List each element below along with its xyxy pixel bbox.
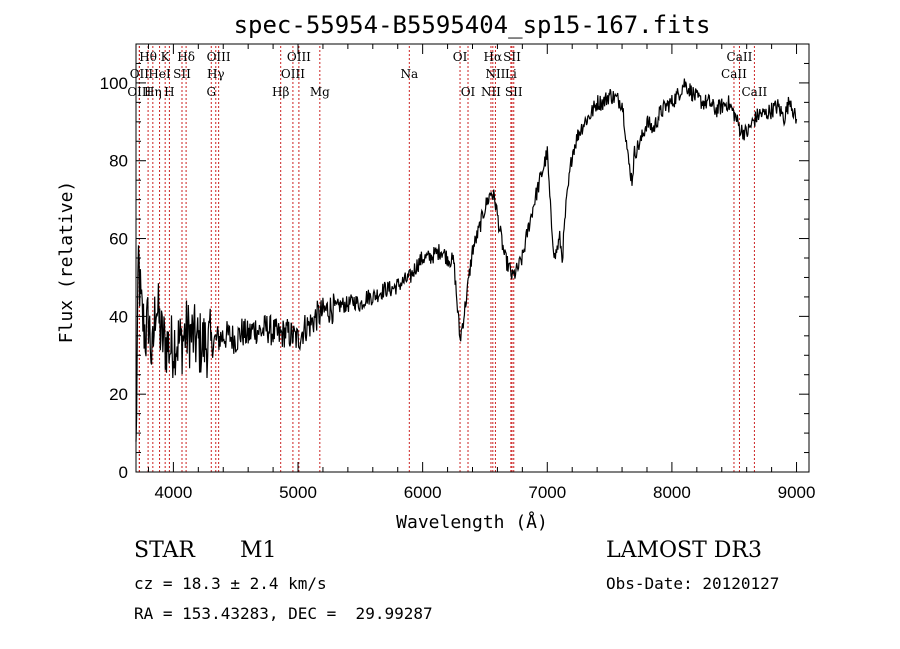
spectral-line-label: Mg — [310, 85, 330, 99]
plot-frame — [135, 43, 810, 473]
chart-title: spec-55954-B5595404_sp15-167.fits — [234, 11, 711, 39]
y-tick-label: 0 — [119, 463, 128, 482]
x-tick-label: 6000 — [404, 483, 442, 502]
spectral-line-label: SII — [505, 85, 523, 99]
spectral-line-label: OI — [461, 85, 476, 99]
x-tick-label: 5000 — [279, 483, 317, 502]
spectral-line-label: H — [164, 85, 174, 99]
survey-name: LAMOST DR3 — [606, 538, 762, 563]
x-tick-label: 9000 — [778, 483, 816, 502]
coordinates: RA = 153.43283, DEC = 29.99287 — [134, 604, 433, 623]
x-tick-label: 8000 — [653, 483, 691, 502]
object-class: STAR — [134, 538, 195, 563]
spectral-line-label: OIII — [207, 50, 231, 64]
y-tick-label: 20 — [109, 385, 128, 404]
x-axis-label: Wavelength (Å) — [396, 511, 548, 533]
spectrum-line — [135, 78, 798, 442]
spectral-line-label: SII — [503, 50, 521, 64]
x-tick-label: 7000 — [528, 483, 566, 502]
y-tick-label: 100 — [100, 74, 128, 93]
spectral-line-label: SII — [173, 67, 191, 81]
spectral-line-label: Hα — [484, 50, 503, 64]
spectral-line-label: OIII — [127, 85, 151, 99]
x-axis: 4000 5000 6000 7000 8000 9000 — [147, 44, 816, 502]
spectral-line-label: OII — [130, 67, 150, 81]
spectral-line-label: Hθ — [139, 50, 157, 64]
y-tick-label: 80 — [109, 152, 128, 171]
spectral-line-label: Na — [400, 67, 418, 81]
spectral-line-label: Hγ — [207, 67, 225, 81]
spectral-line-label: NII — [481, 85, 501, 99]
spectral-line-label: K — [161, 50, 171, 64]
spectral-line-label: OIII — [287, 50, 311, 64]
spectral-line-label: NII — [485, 67, 505, 81]
spectral-line-label: Hβ — [272, 85, 289, 99]
spectral-line-label: OI — [453, 50, 468, 64]
y-tick-label: 40 — [109, 307, 128, 326]
spectral-line-label: Hδ — [177, 50, 195, 64]
spectral-line-label: Hη — [144, 85, 162, 99]
object-subclass: M1 — [240, 538, 277, 563]
obs-date: Obs-Date: 20120127 — [606, 574, 780, 593]
spectral-line-label: CaII — [721, 67, 747, 81]
y-axis: 0 20 40 60 80 100 — [100, 43, 809, 482]
x-tick-label: 4000 — [154, 483, 192, 502]
y-tick-label: 60 — [109, 230, 128, 249]
spectral-line-label: OIII — [281, 67, 305, 81]
spectral-line-label: CaII — [727, 50, 753, 64]
redshift-info: cz = 18.3 ± 2.4 km/s — [134, 574, 327, 593]
y-axis-label: Flux (relative) — [56, 181, 77, 344]
spectral-line-label: CaII — [741, 85, 767, 99]
spectral-line-label: Li — [505, 67, 517, 81]
spectral-line-label: G — [206, 85, 216, 99]
spectral-line-label: HeI — [148, 67, 171, 81]
